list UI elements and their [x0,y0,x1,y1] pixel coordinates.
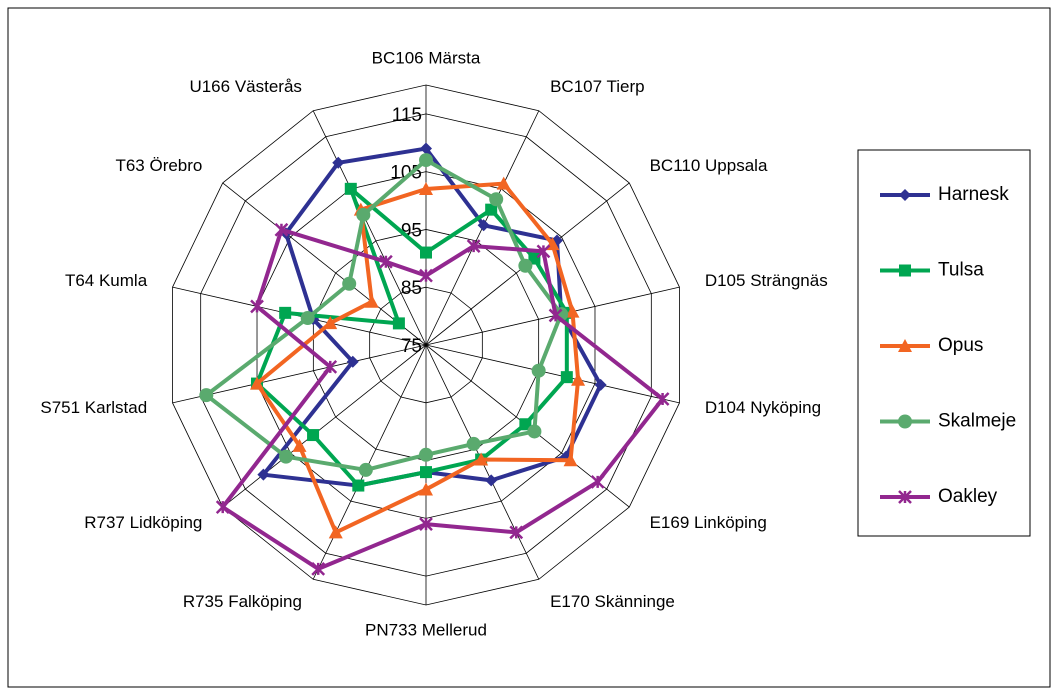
legend-label: Harnesk [938,184,1009,205]
marker [519,418,532,431]
marker [496,176,511,190]
category-label: BC107 Tierp [550,77,645,96]
marker [323,316,338,330]
marker [379,254,393,269]
marker [485,474,498,487]
marker [531,363,546,378]
marker [466,436,481,451]
marker [548,308,563,323]
marker [474,452,489,466]
marker [518,258,533,273]
marker [342,276,357,291]
category-label: T64 Kumla [65,271,148,290]
marker [419,268,433,283]
marker [509,525,524,540]
legend-marker [899,189,911,201]
legend-box [857,149,1031,537]
marker [364,294,379,308]
marker [563,453,578,467]
marker [560,371,573,384]
marker [328,525,343,539]
category-label: E169 Linköping [650,513,767,532]
spoke [312,110,427,346]
marker [420,142,432,155]
marker [419,482,433,496]
marker [278,449,293,464]
marker [323,359,338,374]
legend-marker [898,339,912,352]
marker [358,462,373,477]
legend-label: Oakley [938,486,998,507]
spoke [172,344,427,404]
marker [215,500,230,514]
marker [419,517,433,531]
marker [528,252,541,265]
tick-label: 85 [401,278,422,299]
category-label: BC110 Uppsala [650,156,768,175]
marker [257,468,270,481]
marker [356,207,371,222]
marker [565,304,580,318]
category-label: R735 Falköping [183,592,302,611]
marker [527,424,542,439]
spoke [425,286,680,346]
marker [420,246,432,259]
legend-marker [898,414,912,429]
tick-label: 75 [401,336,422,357]
marker [590,475,605,489]
category-label: E170 Skänninge [550,592,675,611]
spoke [312,344,427,580]
spoke [222,344,427,508]
category-label: D105 Strängnäs [705,271,828,290]
marker [199,388,214,403]
marker [346,355,359,368]
marker [250,376,265,390]
marker [536,244,551,259]
tick-label: 115 [392,105,422,126]
marker [571,372,586,386]
marker [466,239,481,253]
marker [274,222,289,237]
marker [419,182,433,195]
marker [392,317,405,330]
marker [485,203,498,216]
category-label: S751 Karlstad [40,398,147,417]
marker [307,429,320,442]
marker [311,561,326,576]
legend-label: Skalmeje [938,411,1016,432]
marker [352,479,365,492]
marker [655,392,670,406]
marker [292,438,307,452]
category-label: BC106 Märsta [372,48,481,67]
marker [419,153,433,168]
marker [250,299,264,314]
marker [419,447,433,462]
marker [420,466,432,479]
spoke [425,344,680,404]
marker [344,182,357,195]
marker [477,219,490,232]
legend-marker [899,264,911,277]
marker [300,311,315,326]
marker [332,156,345,169]
marker [489,192,504,207]
category-label: T63 Örebro [115,156,202,175]
legend-label: Opus [938,335,983,356]
legend-marker [898,490,912,504]
spoke [222,182,427,346]
category-label: U166 Västerås [189,77,301,96]
category-label: D104 Nyköping [705,398,821,417]
marker [279,306,292,319]
category-label: R737 Lidköping [84,513,202,532]
category-label: PN733 Mellerud [365,620,487,639]
marker [594,378,607,391]
legend-label: Tulsa [938,260,984,281]
